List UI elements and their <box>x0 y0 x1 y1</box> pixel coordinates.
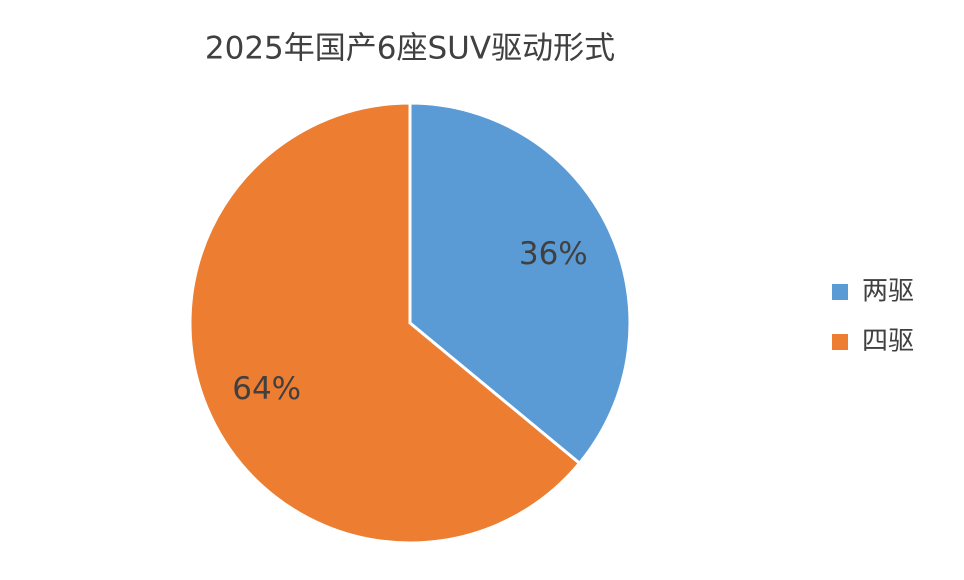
pie-slice <box>188 101 582 545</box>
legend-label: 两驱 <box>862 277 914 307</box>
data-label: 64% <box>232 371 301 407</box>
pie-slice <box>408 101 632 466</box>
data-label: 36% <box>519 236 588 272</box>
legend-label: 四驱 <box>862 327 914 357</box>
chart-title: 2025年国产6座SUV驱动形式 <box>205 31 615 67</box>
legend-swatch <box>832 334 848 350</box>
legend-swatch <box>832 284 848 300</box>
